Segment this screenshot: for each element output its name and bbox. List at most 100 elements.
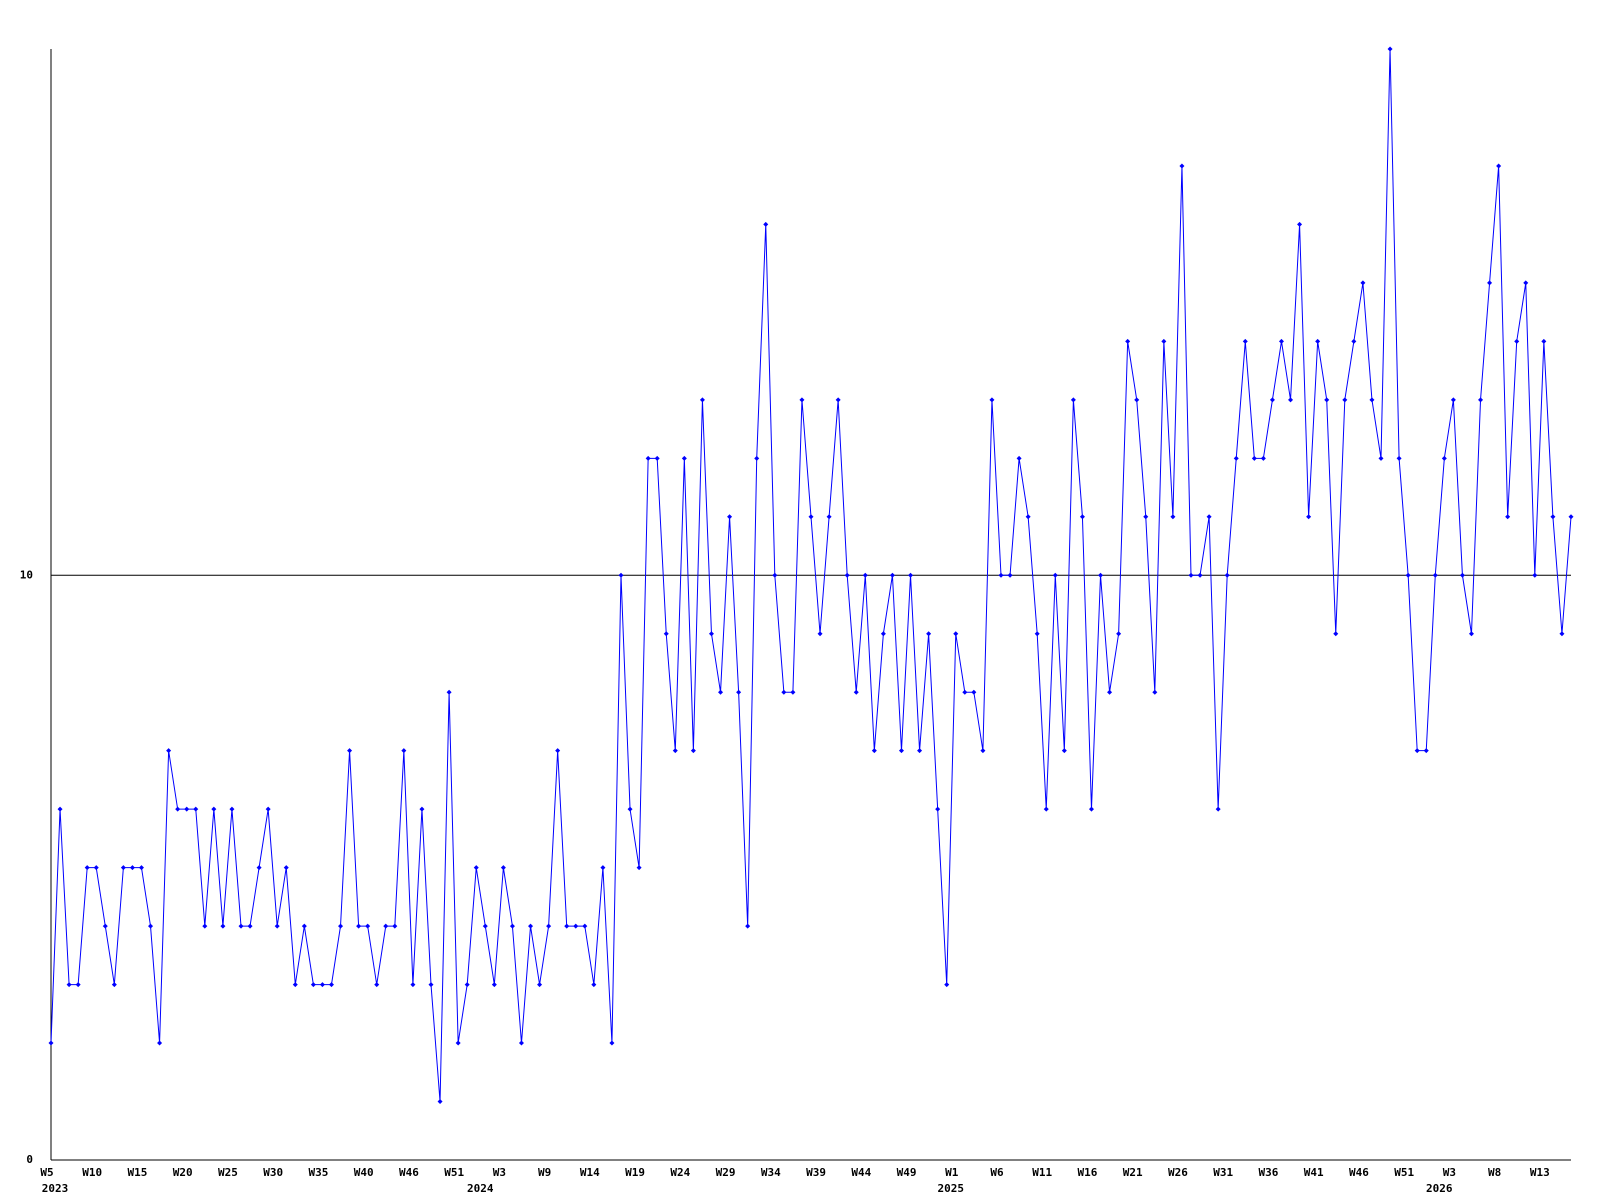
data-point bbox=[799, 397, 805, 403]
data-point bbox=[537, 982, 543, 988]
data-point bbox=[772, 572, 778, 578]
data-point bbox=[356, 923, 362, 929]
data-point bbox=[690, 748, 696, 754]
data-point bbox=[410, 982, 416, 988]
data-point bbox=[1478, 397, 1484, 403]
data-point bbox=[365, 923, 371, 929]
data-point bbox=[301, 923, 307, 929]
data-point bbox=[1450, 397, 1456, 403]
data-point bbox=[265, 806, 271, 812]
data-point bbox=[745, 923, 751, 929]
data-point bbox=[392, 923, 398, 929]
data-point bbox=[211, 806, 217, 812]
x-tick-label: W8 bbox=[1488, 1166, 1501, 1179]
data-point bbox=[1016, 455, 1022, 461]
x-tick-label: W46 bbox=[399, 1166, 419, 1179]
data-point bbox=[1342, 397, 1348, 403]
data-point bbox=[84, 865, 90, 871]
data-point bbox=[1188, 572, 1194, 578]
data-point bbox=[202, 923, 208, 929]
data-point bbox=[1288, 397, 1294, 403]
data-point bbox=[1070, 397, 1076, 403]
data-point bbox=[283, 865, 289, 871]
x-tick-label: W51 bbox=[1394, 1166, 1414, 1179]
data-point bbox=[627, 806, 633, 812]
data-point bbox=[193, 806, 199, 812]
data-point bbox=[256, 865, 262, 871]
data-point bbox=[564, 923, 570, 929]
x-tick-label: W30 bbox=[263, 1166, 283, 1179]
data-point bbox=[935, 806, 941, 812]
data-point bbox=[1233, 455, 1239, 461]
data-point bbox=[618, 572, 624, 578]
data-point bbox=[319, 982, 325, 988]
data-point bbox=[1116, 631, 1122, 637]
data-point bbox=[1098, 572, 1104, 578]
data-point bbox=[1251, 455, 1257, 461]
data-point bbox=[1414, 748, 1420, 754]
x-tick-label: W1 bbox=[945, 1166, 959, 1179]
data-point bbox=[310, 982, 316, 988]
data-point bbox=[102, 923, 108, 929]
data-point bbox=[1468, 631, 1474, 637]
data-point bbox=[998, 572, 1004, 578]
data-point bbox=[1459, 572, 1465, 578]
data-point bbox=[138, 865, 144, 871]
data-point bbox=[926, 631, 932, 637]
data-point bbox=[464, 982, 470, 988]
data-point bbox=[980, 748, 986, 754]
data-point bbox=[600, 865, 606, 871]
data-point bbox=[1550, 514, 1556, 520]
x-tick-label: W31 bbox=[1213, 1166, 1233, 1179]
data-point bbox=[1161, 338, 1167, 344]
data-point bbox=[1107, 689, 1113, 695]
data-point bbox=[1143, 514, 1149, 520]
data-point bbox=[374, 982, 380, 988]
data-point bbox=[75, 982, 81, 988]
data-point bbox=[1532, 572, 1538, 578]
data-point bbox=[609, 1040, 615, 1046]
data-point bbox=[790, 689, 796, 695]
data-point bbox=[1170, 514, 1176, 520]
data-point bbox=[48, 1040, 54, 1046]
data-point bbox=[1052, 572, 1058, 578]
data-point bbox=[437, 1099, 443, 1105]
data-point bbox=[1224, 572, 1230, 578]
data-point bbox=[220, 923, 226, 929]
y-tick-label: 10 bbox=[20, 568, 33, 581]
data-point bbox=[1297, 221, 1303, 227]
data-point bbox=[229, 806, 235, 812]
data-point bbox=[1025, 514, 1031, 520]
data-point bbox=[338, 923, 344, 929]
data-point bbox=[184, 806, 190, 812]
data-point bbox=[672, 748, 678, 754]
data-point bbox=[1514, 338, 1520, 344]
data-point bbox=[1242, 338, 1248, 344]
data-point bbox=[1197, 572, 1203, 578]
data-point bbox=[844, 572, 850, 578]
data-point bbox=[1568, 514, 1574, 520]
x-tick-label: W16 bbox=[1078, 1166, 1098, 1179]
x-tick-label: W3 bbox=[493, 1166, 506, 1179]
x-tick-label: W39 bbox=[806, 1166, 826, 1179]
data-point bbox=[446, 689, 452, 695]
x-tick-label: W6 bbox=[990, 1166, 1004, 1179]
x-tick-label: W9 bbox=[538, 1166, 551, 1179]
data-point bbox=[862, 572, 868, 578]
x-year-label: 2026 bbox=[1426, 1182, 1453, 1195]
x-tick-label: W13 bbox=[1530, 1166, 1550, 1179]
x-tick-label: W14 bbox=[580, 1166, 600, 1179]
data-point bbox=[880, 631, 886, 637]
data-point bbox=[962, 689, 968, 695]
data-point bbox=[953, 631, 959, 637]
data-point bbox=[573, 923, 579, 929]
x-tick-label: W35 bbox=[308, 1166, 328, 1179]
data-point bbox=[1179, 163, 1185, 169]
data-point bbox=[1541, 338, 1547, 344]
data-point bbox=[66, 982, 72, 988]
data-point bbox=[944, 982, 950, 988]
x-tick-label: W11 bbox=[1032, 1166, 1052, 1179]
data-point bbox=[455, 1040, 461, 1046]
x-tick-label: W51 bbox=[444, 1166, 464, 1179]
data-point bbox=[292, 982, 298, 988]
